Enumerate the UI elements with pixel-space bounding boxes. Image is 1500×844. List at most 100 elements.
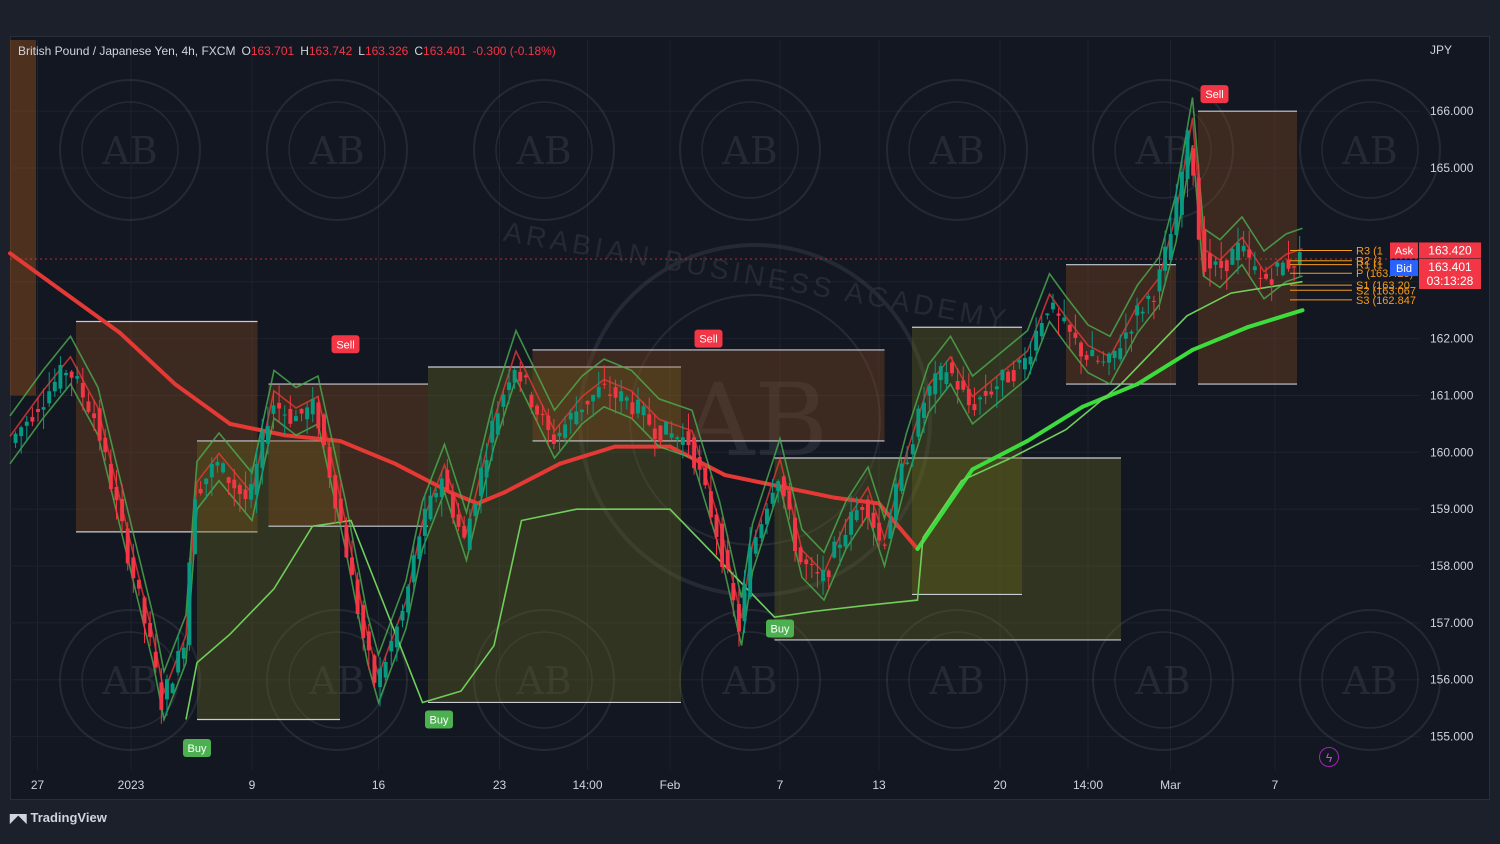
chart-frame[interactable] bbox=[10, 36, 1490, 800]
candle-body bbox=[226, 477, 231, 484]
candle-body bbox=[1123, 332, 1128, 339]
watermark-mark: AB bbox=[308, 659, 364, 703]
signal-buy-box bbox=[425, 710, 453, 729]
candle-body bbox=[69, 371, 74, 378]
zone-box-bear bbox=[76, 321, 258, 532]
candle-body bbox=[1247, 249, 1252, 258]
candle-body bbox=[809, 563, 814, 565]
x-tick-label: 2023 bbox=[118, 778, 145, 792]
candle-body bbox=[759, 524, 764, 539]
watermark-mark: AB bbox=[928, 129, 984, 173]
candle-body bbox=[1264, 273, 1269, 279]
candle-body bbox=[1146, 295, 1151, 300]
price-tag-name: Bid bbox=[1396, 263, 1412, 275]
watermark-mark: AB bbox=[1341, 129, 1397, 173]
signal-buy-box bbox=[183, 738, 211, 757]
candle-body bbox=[282, 414, 287, 416]
candle-body bbox=[1224, 260, 1229, 272]
currency-label[interactable]: JPY bbox=[1430, 43, 1453, 57]
candle-body bbox=[1297, 252, 1302, 265]
lightning-icon[interactable]: ϟ bbox=[1319, 747, 1339, 767]
watermark-ring-inner bbox=[81, 101, 179, 199]
candle-body bbox=[142, 597, 147, 624]
candle-body bbox=[1028, 356, 1033, 365]
candle-body bbox=[1157, 269, 1162, 292]
y-tick-label: 157.000 bbox=[1430, 616, 1474, 630]
candle-body bbox=[910, 444, 915, 455]
slow-ma-segment bbox=[173, 382, 232, 426]
candle-body bbox=[1280, 262, 1285, 276]
signal-buy-label: Buy bbox=[188, 743, 207, 755]
candle-body bbox=[1107, 353, 1112, 363]
watermark-ring bbox=[886, 609, 1028, 751]
candle-body bbox=[1151, 300, 1156, 302]
candle-body bbox=[411, 555, 416, 583]
candle-body bbox=[619, 391, 624, 402]
candle-body bbox=[787, 490, 792, 510]
candle-body bbox=[19, 427, 24, 437]
candle-body bbox=[417, 536, 422, 559]
candle-body bbox=[1090, 350, 1095, 357]
tradingview-logo[interactable]: ◤◥ TradingView bbox=[10, 810, 107, 825]
candle-body bbox=[428, 495, 433, 520]
candle-body bbox=[1079, 342, 1083, 357]
candle-body bbox=[1112, 350, 1117, 358]
symbol-title[interactable]: British Pound / Japanese Yen, 4h, FXCM bbox=[18, 44, 236, 58]
candle-body bbox=[1168, 234, 1173, 261]
candle-body bbox=[1191, 148, 1196, 176]
candle-body bbox=[215, 461, 220, 466]
candle-body bbox=[736, 603, 741, 632]
candle-body bbox=[837, 544, 842, 548]
candle-body bbox=[821, 570, 826, 581]
candle-body bbox=[400, 610, 405, 621]
slow-ma-segment bbox=[1135, 347, 1195, 387]
candle-body bbox=[922, 402, 926, 418]
candle-body bbox=[232, 479, 237, 489]
candle-body bbox=[703, 467, 708, 486]
candle-body bbox=[1050, 302, 1055, 310]
candle-body bbox=[1275, 262, 1280, 267]
watermark-ring-inner bbox=[908, 101, 1006, 199]
watermark-ring-inner bbox=[1321, 631, 1419, 729]
watermark-mark: AB bbox=[101, 129, 157, 173]
candle-body bbox=[669, 433, 674, 438]
watermark-ring bbox=[679, 79, 821, 221]
watermark-ring bbox=[473, 79, 615, 221]
candle-body bbox=[860, 506, 865, 510]
watermark-mark: AB bbox=[101, 659, 157, 703]
x-tick-label: Feb bbox=[660, 778, 681, 792]
watermark-ring-inner bbox=[495, 101, 593, 199]
candle-body bbox=[865, 499, 870, 518]
candle-body bbox=[607, 394, 612, 396]
candle-body bbox=[479, 467, 483, 497]
candle-body bbox=[86, 401, 91, 412]
candle-body bbox=[462, 525, 467, 538]
price-tag-value-box bbox=[1419, 242, 1481, 259]
candle-body bbox=[686, 431, 691, 446]
candle-body bbox=[1118, 348, 1123, 360]
candle-body bbox=[1269, 279, 1274, 285]
candle-body bbox=[697, 456, 702, 470]
candle-body bbox=[316, 402, 321, 429]
candle-body bbox=[293, 416, 298, 422]
watermark-ring bbox=[886, 79, 1028, 221]
ema-ribbon-line bbox=[9, 97, 1303, 675]
high-value: 163.742 bbox=[308, 44, 353, 58]
candle-body bbox=[1196, 177, 1201, 240]
candle-body bbox=[1017, 359, 1022, 363]
x-tick-label: 16 bbox=[372, 778, 386, 792]
candle-body bbox=[1140, 311, 1145, 314]
candle-body bbox=[114, 486, 119, 501]
watermark-ring-inner bbox=[288, 631, 386, 729]
candle-body bbox=[445, 469, 450, 490]
watermark-center-mark: AB bbox=[681, 362, 828, 479]
y-tick-label: 155.000 bbox=[1430, 730, 1474, 744]
candle-body bbox=[563, 424, 568, 438]
open-label: O bbox=[241, 44, 251, 58]
slow-ma-segment bbox=[1025, 404, 1085, 443]
candle-body bbox=[720, 523, 725, 568]
candle-body bbox=[944, 372, 949, 385]
slow-ma-segment bbox=[283, 433, 342, 443]
candle-body bbox=[978, 397, 983, 400]
